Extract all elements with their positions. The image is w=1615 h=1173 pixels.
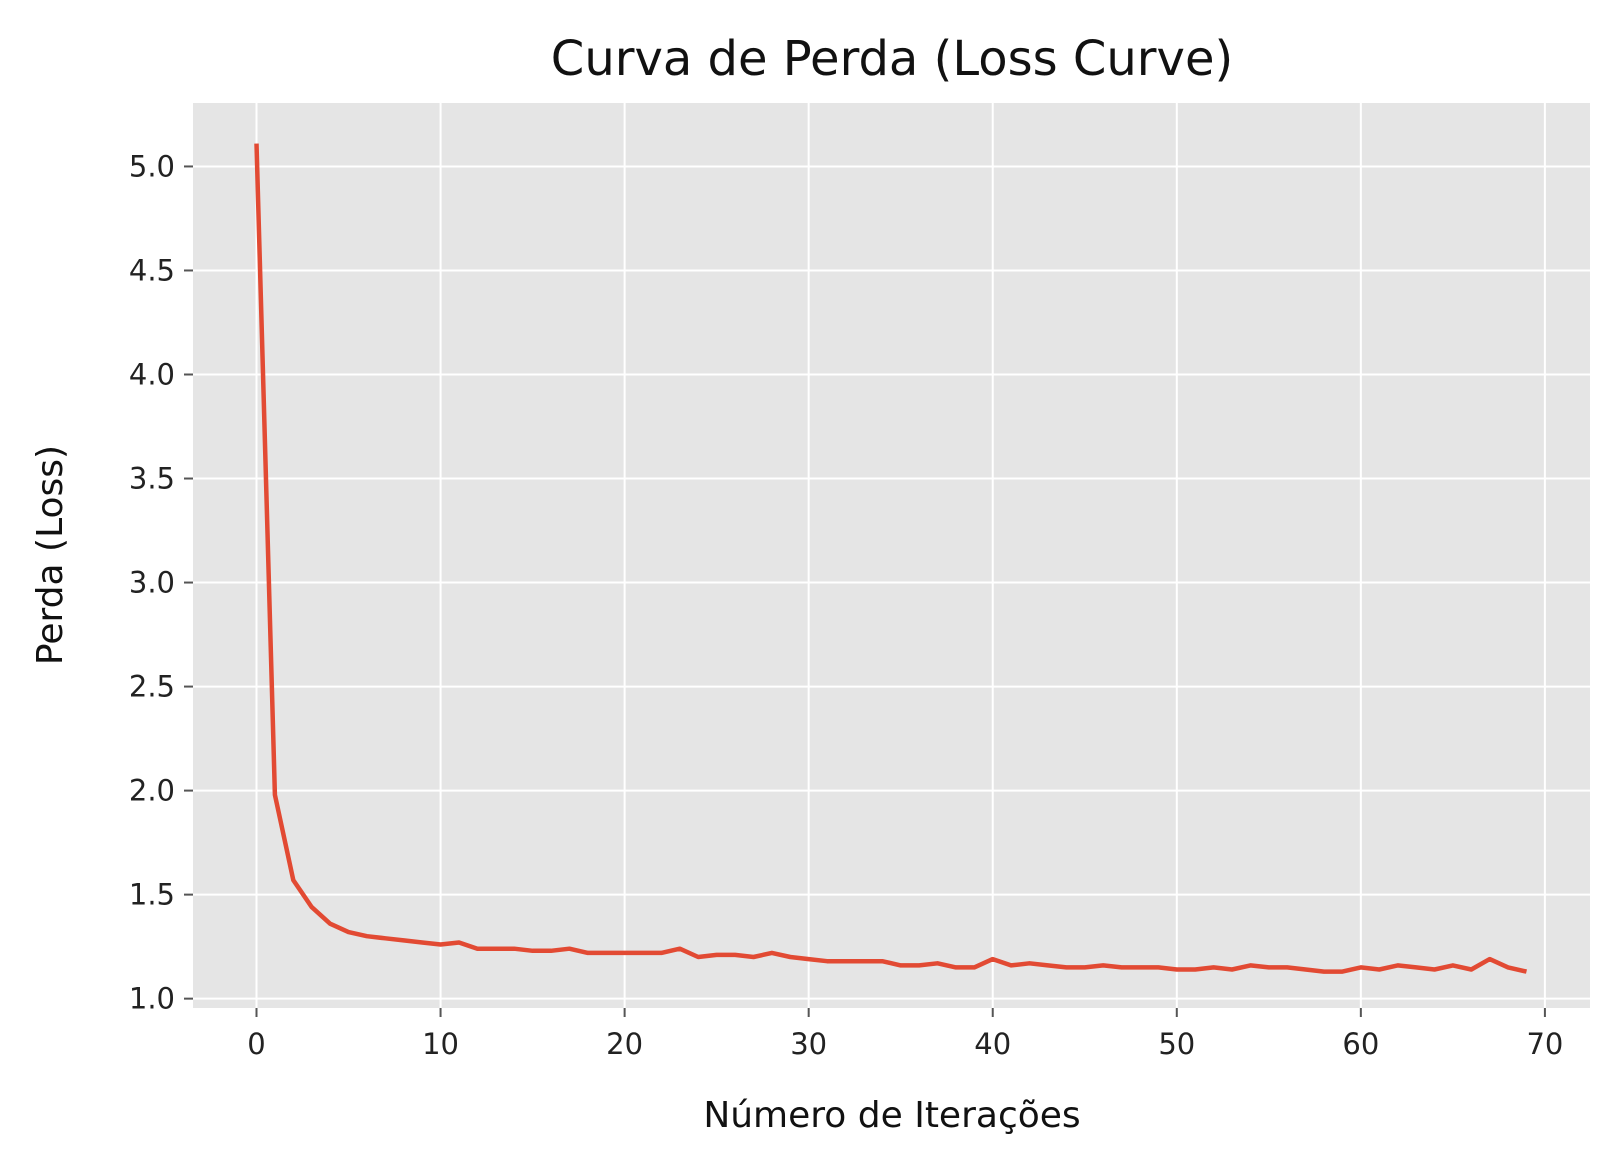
y-tick-label: 2.5 [129, 670, 175, 704]
y-tick-label: 4.5 [129, 253, 175, 287]
x-tick-label: 50 [1158, 1027, 1195, 1061]
plot-background [193, 103, 1590, 1008]
y-tick-label: 1.5 [129, 878, 175, 912]
axis-ticks [184, 165, 1546, 1017]
x-tick-label: 60 [1342, 1027, 1379, 1061]
y-tick-label: 1.0 [129, 982, 175, 1016]
series-group [254, 143, 1528, 974]
chart-title: Curva de Perda (Loss Curve) [551, 31, 1233, 87]
x-tick-label: 70 [1526, 1027, 1563, 1061]
x-tick-label: 10 [422, 1027, 459, 1061]
x-tick-label: 30 [790, 1027, 827, 1061]
y-tick-label: 3.0 [129, 566, 175, 600]
x-axis-label: Número de Iterações [703, 1095, 1080, 1136]
y-tick-labels: 1.0 1.5 2.0 2.5 3.0 3.5 4.0 4.5 5.0 [129, 149, 175, 1015]
x-tick-label: 20 [606, 1027, 643, 1061]
x-tick-label: 40 [974, 1027, 1011, 1061]
y-tick-label: 5.0 [129, 149, 175, 183]
x-tick-label: 0 [247, 1027, 265, 1061]
x-tick-labels: 0 10 20 30 40 50 60 70 [247, 1027, 1563, 1061]
loss-series-line [254, 143, 1528, 974]
y-tick-label: 3.5 [129, 462, 175, 496]
grid-lines [193, 103, 1590, 1008]
y-tick-label: 4.0 [129, 358, 175, 392]
y-axis-label: Perda (Loss) [30, 445, 71, 665]
y-tick-label: 2.0 [129, 774, 175, 808]
